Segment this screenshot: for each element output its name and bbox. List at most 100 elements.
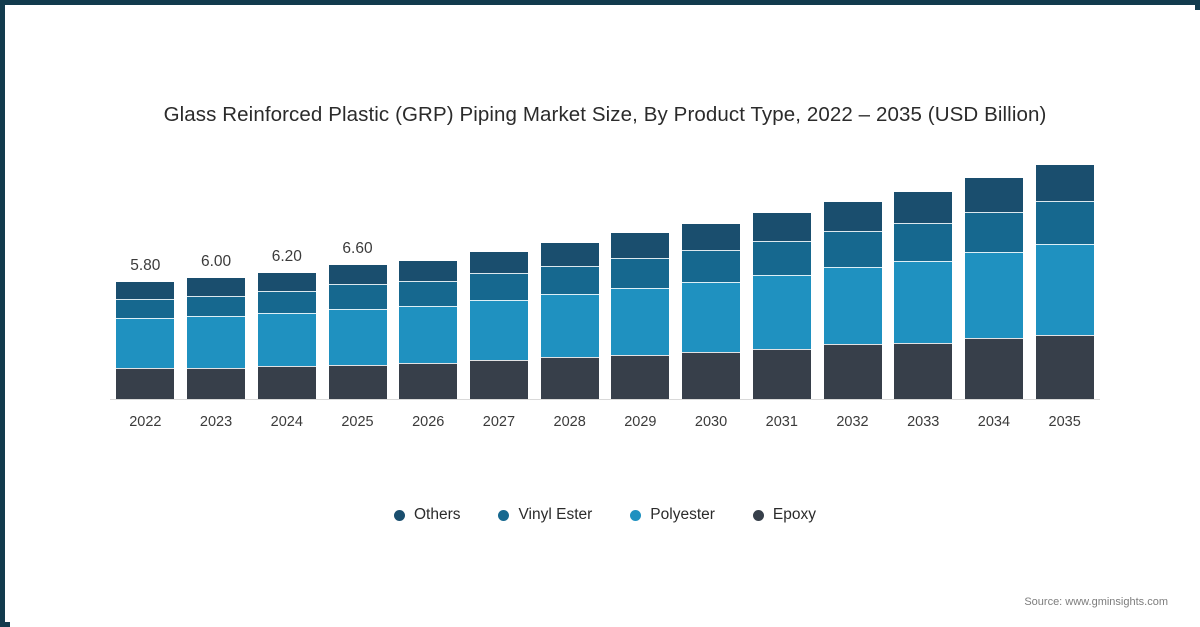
bar-segment[interactable] bbox=[611, 354, 670, 400]
bar-segment[interactable] bbox=[116, 318, 175, 369]
bar-segment[interactable] bbox=[187, 316, 246, 368]
bar-segment[interactable] bbox=[469, 360, 528, 400]
bar-segment[interactable] bbox=[823, 231, 882, 267]
bar-segment[interactable] bbox=[540, 357, 599, 400]
x-axis-tick-label: 2033 bbox=[907, 414, 940, 430]
bar-segment[interactable] bbox=[964, 178, 1023, 213]
x-axis-tick-label: 2023 bbox=[199, 414, 233, 430]
bar-segment[interactable] bbox=[257, 313, 316, 367]
bar-value-label: 6.60 bbox=[342, 240, 373, 258]
x-axis-tick-label: 2034 bbox=[977, 414, 1011, 430]
x-axis-tick-label: 2028 bbox=[553, 414, 586, 430]
bar-segment[interactable] bbox=[116, 368, 175, 400]
bar-segment[interactable] bbox=[682, 223, 741, 250]
bar-segment[interactable] bbox=[823, 266, 882, 345]
x-axis-tick-label: 2027 bbox=[482, 414, 516, 430]
bar-segment[interactable] bbox=[399, 362, 458, 400]
bar-segment[interactable] bbox=[752, 348, 811, 400]
legend-item[interactable]: Vinyl Ester bbox=[498, 506, 592, 524]
bar-segment[interactable] bbox=[682, 352, 741, 400]
legend-label: Epoxy bbox=[772, 506, 817, 523]
bar-column[interactable] bbox=[469, 252, 528, 400]
x-axis-tick-label: 2030 bbox=[694, 414, 728, 430]
legend-item[interactable]: Polyester bbox=[630, 506, 715, 524]
bar-segment[interactable] bbox=[752, 212, 811, 241]
legend-item[interactable]: Others bbox=[393, 506, 461, 524]
bar-segment[interactable] bbox=[116, 281, 175, 299]
x-axis-labels: 2022 2023 2024 2025 2026 2027 2028 2029 2030 2031… bbox=[110, 414, 1100, 436]
bar-segment[interactable] bbox=[399, 261, 458, 282]
bar-segment[interactable] bbox=[1035, 165, 1094, 201]
bar-column[interactable] bbox=[399, 261, 458, 400]
bar-segment[interactable] bbox=[752, 240, 811, 275]
bar-column[interactable] bbox=[964, 178, 1023, 400]
bar-segment[interactable] bbox=[1035, 200, 1094, 244]
bar-segment[interactable] bbox=[964, 212, 1023, 252]
legend-swatch-icon bbox=[393, 509, 405, 521]
bar-segment[interactable] bbox=[894, 191, 953, 224]
bar-segment[interactable] bbox=[540, 242, 599, 266]
bar-column[interactable]: 6.00 bbox=[187, 253, 246, 400]
legend-label: Polyester bbox=[650, 506, 715, 523]
bar-column[interactable] bbox=[894, 191, 953, 400]
x-axis-tick-label: 2035 bbox=[1048, 414, 1081, 430]
bar-segment[interactable] bbox=[823, 344, 882, 400]
bar-column[interactable] bbox=[752, 212, 811, 400]
bar-segment[interactable] bbox=[399, 306, 458, 363]
bar-segment[interactable] bbox=[611, 287, 670, 355]
bar-segment[interactable] bbox=[894, 261, 953, 343]
bar-segment[interactable] bbox=[469, 299, 528, 361]
legend-swatch-icon bbox=[498, 509, 510, 521]
bar-column[interactable]: 5.80 bbox=[116, 257, 175, 400]
x-axis-tick-label: 2029 bbox=[624, 414, 657, 430]
bar-segment[interactable] bbox=[328, 284, 387, 309]
bar-column[interactable] bbox=[611, 233, 670, 400]
bar-segment[interactable] bbox=[1035, 334, 1094, 400]
plot-area: 5.80 6.00 6.20 6.60 bbox=[110, 155, 1100, 400]
x-axis-tick-label: 2026 bbox=[412, 414, 445, 430]
x-axis-tick-label: 2032 bbox=[836, 414, 869, 430]
bar-column[interactable] bbox=[823, 201, 882, 400]
chart-title: Glass Reinforced Plastic (GRP) Piping Ma… bbox=[163, 103, 1047, 126]
chart-legend: Others Vinyl Ester Polyester Epoxy bbox=[5, 506, 1200, 524]
bar-segment[interactable] bbox=[540, 293, 599, 358]
bar-segment[interactable] bbox=[116, 298, 175, 319]
bar-segment[interactable] bbox=[964, 251, 1023, 338]
bar-column[interactable] bbox=[540, 242, 599, 400]
x-axis-tick-label: 2022 bbox=[129, 414, 162, 430]
bar-segment[interactable] bbox=[611, 257, 670, 288]
bar-segment[interactable] bbox=[257, 366, 316, 400]
bar-segment[interactable] bbox=[682, 281, 741, 353]
bar-column[interactable] bbox=[682, 223, 741, 400]
bar-segment[interactable] bbox=[964, 337, 1023, 400]
bar-value-label: 6.00 bbox=[200, 252, 232, 270]
bar-segment[interactable] bbox=[894, 342, 953, 400]
bar-segment[interactable] bbox=[1035, 243, 1094, 335]
bar-segment[interactable] bbox=[399, 281, 458, 307]
bar-segment[interactable] bbox=[894, 223, 953, 262]
x-axis-tick-label: 2031 bbox=[765, 414, 798, 430]
bar-column[interactable]: 6.60 bbox=[328, 240, 387, 400]
bar-segment[interactable] bbox=[328, 308, 387, 365]
source-attribution: Source: www.gminsights.com bbox=[1024, 596, 1168, 608]
bar-segment[interactable] bbox=[257, 273, 316, 292]
bar-segment[interactable] bbox=[611, 233, 670, 258]
bar-segment[interactable] bbox=[540, 265, 599, 294]
bar-value-label: 5.80 bbox=[130, 256, 161, 274]
bar-segment[interactable] bbox=[752, 274, 811, 349]
bar-segment[interactable] bbox=[469, 252, 528, 274]
legend-label: Others bbox=[413, 506, 461, 523]
bar-segment[interactable] bbox=[469, 273, 528, 300]
bar-segment[interactable] bbox=[328, 364, 387, 400]
legend-item[interactable]: Epoxy bbox=[752, 506, 817, 524]
bar-segment[interactable] bbox=[257, 291, 316, 314]
bar-segment[interactable] bbox=[823, 201, 882, 232]
bar-segment[interactable] bbox=[187, 367, 246, 400]
bar-segment[interactable] bbox=[187, 277, 246, 296]
bar-segment[interactable] bbox=[187, 295, 246, 317]
bar-segment[interactable] bbox=[682, 249, 741, 282]
bar-segment[interactable] bbox=[328, 265, 387, 285]
x-axis-tick-label: 2025 bbox=[341, 414, 374, 430]
bar-column[interactable] bbox=[1035, 165, 1094, 400]
bar-column[interactable]: 6.20 bbox=[257, 248, 316, 400]
